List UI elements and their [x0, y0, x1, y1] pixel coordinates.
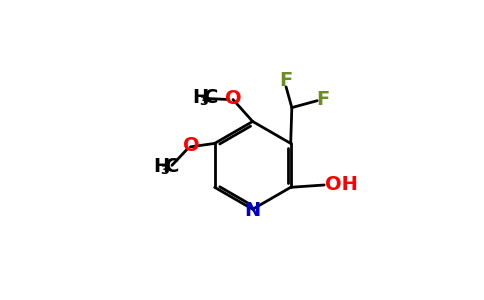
Text: O: O — [183, 136, 200, 155]
Text: 3: 3 — [199, 94, 208, 108]
Text: N: N — [244, 201, 261, 220]
Text: OH: OH — [325, 176, 358, 194]
Text: 3: 3 — [160, 164, 168, 177]
Text: H: H — [153, 157, 170, 176]
Text: C: C — [165, 157, 179, 176]
Text: C: C — [204, 88, 218, 107]
Text: F: F — [279, 71, 293, 90]
Text: F: F — [317, 90, 330, 109]
Text: O: O — [225, 89, 242, 108]
Text: H: H — [193, 88, 209, 107]
